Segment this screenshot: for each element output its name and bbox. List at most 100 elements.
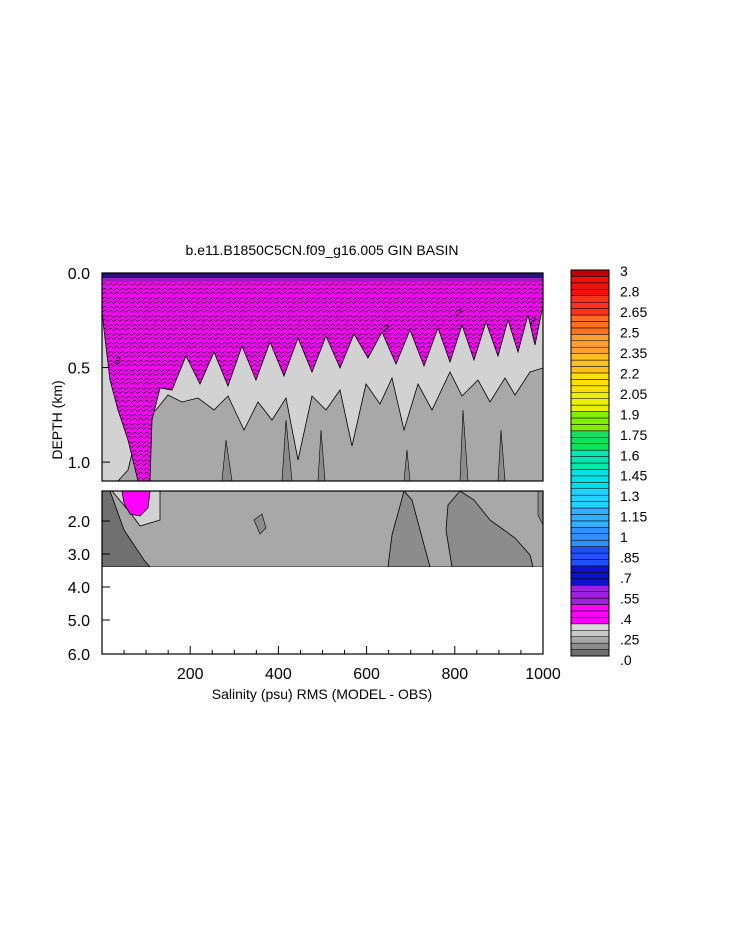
- colorbar-swatch: [570, 604, 610, 612]
- upper-magenta-region: [102, 279, 543, 481]
- colorbar-swatch: [570, 572, 610, 580]
- colorbar-swatch: [570, 520, 610, 528]
- colorbar-swatch: [570, 469, 610, 477]
- colorbar-swatch: [570, 456, 610, 464]
- colorbar-swatch: [570, 321, 610, 329]
- colorbar-swatch: [570, 443, 610, 451]
- colorbar-swatch: [570, 617, 610, 625]
- colorbar-label: 1: [620, 529, 628, 545]
- colorbar-swatch: [570, 301, 610, 309]
- colorbar-swatch: [570, 353, 610, 361]
- y-tick-label: 1.0: [68, 455, 90, 472]
- x-tick-label: 600: [353, 666, 380, 683]
- colorbar-swatch: [570, 359, 610, 367]
- lower-magenta-tail: [121, 491, 151, 517]
- colorbar-swatch: [570, 379, 610, 387]
- colorbar-swatch: [570, 391, 610, 399]
- colorbar-swatch: [570, 527, 610, 535]
- y-tick-label: 4.0: [68, 580, 90, 597]
- lower-dark-patch: [253, 513, 267, 535]
- colorbar-swatch: [570, 366, 610, 374]
- colorbar-label: .4: [620, 611, 632, 627]
- colorbar-swatch: [570, 597, 610, 605]
- colorbar-label: .0: [620, 652, 632, 668]
- chart-title: b.e11.B1850C5CN.f09_g16.005 GIN BASIN: [186, 242, 459, 258]
- colorbar-label: 1.75: [620, 427, 647, 443]
- colorbar-swatch: [570, 475, 610, 483]
- lower-dark-plume-right: [445, 491, 534, 567]
- colorbar-label: 1.15: [620, 509, 647, 525]
- colorbar-swatch: [570, 514, 610, 522]
- colorbar-label: .25: [620, 632, 640, 648]
- colorbar: 3 2.8 2.65 2.5 2.35 2.2 2.05 1.9 1.75 1.6 1.45 1.3 1…: [570, 263, 647, 668]
- lower-dark-left: [102, 491, 151, 567]
- contour-label: 2: [455, 308, 462, 319]
- colorbar-label: 2.2: [620, 365, 640, 381]
- colorbar-swatch: [570, 314, 610, 322]
- contour-label: 2: [114, 356, 121, 367]
- colorbar-swatch: [570, 559, 610, 567]
- colorbar-swatch: [570, 289, 610, 296]
- x-tick-label: 400: [265, 666, 292, 683]
- colorbar-swatch: [570, 346, 610, 354]
- colorbar-swatch: [570, 623, 610, 631]
- colorbar-swatch: [570, 488, 610, 496]
- colorbar-swatch: [570, 430, 610, 438]
- colorbar-swatch: [570, 340, 610, 348]
- upper-surface-purple-band: [102, 278, 543, 282]
- colorbar-swatch: [570, 507, 610, 515]
- upper-surface-dark-band: [102, 273, 543, 278]
- lower-dark-plume-mid: [387, 491, 431, 567]
- y-tick-label: 6.0: [68, 647, 90, 664]
- colorbar-swatch: [570, 424, 610, 432]
- colorbar-swatch: [570, 372, 610, 380]
- colorbar-label: .7: [620, 570, 632, 586]
- colorbar-swatch: [570, 578, 610, 586]
- colorbar-swatch: [570, 334, 610, 342]
- colorbar-label: 1.6: [620, 447, 640, 463]
- colorbar-swatch: [570, 610, 610, 618]
- colorbar-swatch: [570, 584, 610, 592]
- colorbar-swatch: [570, 642, 610, 650]
- colorbar-swatch: [570, 282, 610, 290]
- colorbar-label: 2.35: [620, 345, 647, 361]
- colorbar-swatch: [570, 565, 610, 573]
- x-tick-label: 1000: [525, 666, 561, 683]
- x-axis-label: Salinity (psu) RMS (MODEL - OBS): [212, 686, 432, 702]
- colorbar-swatch: [570, 417, 610, 425]
- colorbar-swatch: [570, 327, 610, 335]
- colorbar-swatch: [570, 308, 610, 316]
- y-tick-label: 0.0: [68, 266, 90, 283]
- colorbar-label: 2.65: [620, 304, 647, 320]
- y-tick-label: 0.5: [68, 361, 90, 378]
- colorbar-label: 2.05: [620, 386, 647, 402]
- colorbar-label: 1.9: [620, 406, 640, 422]
- colorbar-swatch: [570, 630, 610, 637]
- lower-dark-edge-right: [537, 491, 543, 526]
- y-axis-label: DEPTH (km): [49, 380, 65, 459]
- lower-panel: [102, 491, 543, 567]
- y-tick-label: 5.0: [68, 613, 90, 630]
- y-tick-label: 3.0: [68, 547, 90, 564]
- colorbar-swatch: [570, 404, 610, 412]
- y-tick-label: 2.0: [68, 514, 90, 531]
- colorbar-swatch: [570, 449, 610, 457]
- colorbar-swatch: [570, 269, 610, 277]
- colorbar-label: 1.45: [620, 468, 647, 484]
- contour-labels: 2 2 2 2: [114, 308, 536, 367]
- colorbar-swatch: [570, 411, 610, 419]
- colorbar-swatch: [570, 636, 610, 644]
- contour-label: 2: [529, 316, 536, 327]
- colorbar-swatch: [570, 552, 610, 560]
- upper-dark-streaks: [221, 409, 506, 481]
- colorbar-frame: [570, 269, 610, 657]
- colorbar-swatch: [570, 546, 610, 554]
- colorbar-label: .85: [620, 550, 640, 566]
- colorbar-swatch: [570, 482, 610, 489]
- colorbar-swatch: [570, 437, 610, 444]
- colorbar-label: 2.5: [620, 324, 640, 340]
- colorbar-label: 3: [620, 263, 628, 279]
- colorbar-swatch: [570, 649, 610, 657]
- colorbar-label: 2.8: [620, 283, 640, 299]
